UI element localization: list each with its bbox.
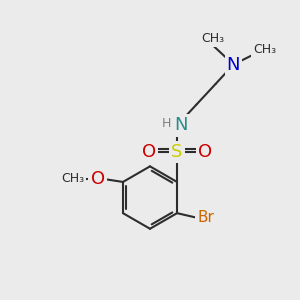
Text: O: O [198, 143, 212, 161]
Text: CH₃: CH₃ [253, 43, 276, 56]
Text: S: S [171, 143, 183, 161]
Text: Br: Br [197, 210, 214, 225]
Text: H: H [162, 118, 171, 130]
Text: O: O [91, 170, 105, 188]
Text: N: N [174, 116, 187, 134]
Text: N: N [227, 56, 240, 74]
Text: O: O [142, 143, 156, 161]
Text: CH₃: CH₃ [201, 32, 224, 45]
Text: CH₃: CH₃ [61, 172, 84, 185]
